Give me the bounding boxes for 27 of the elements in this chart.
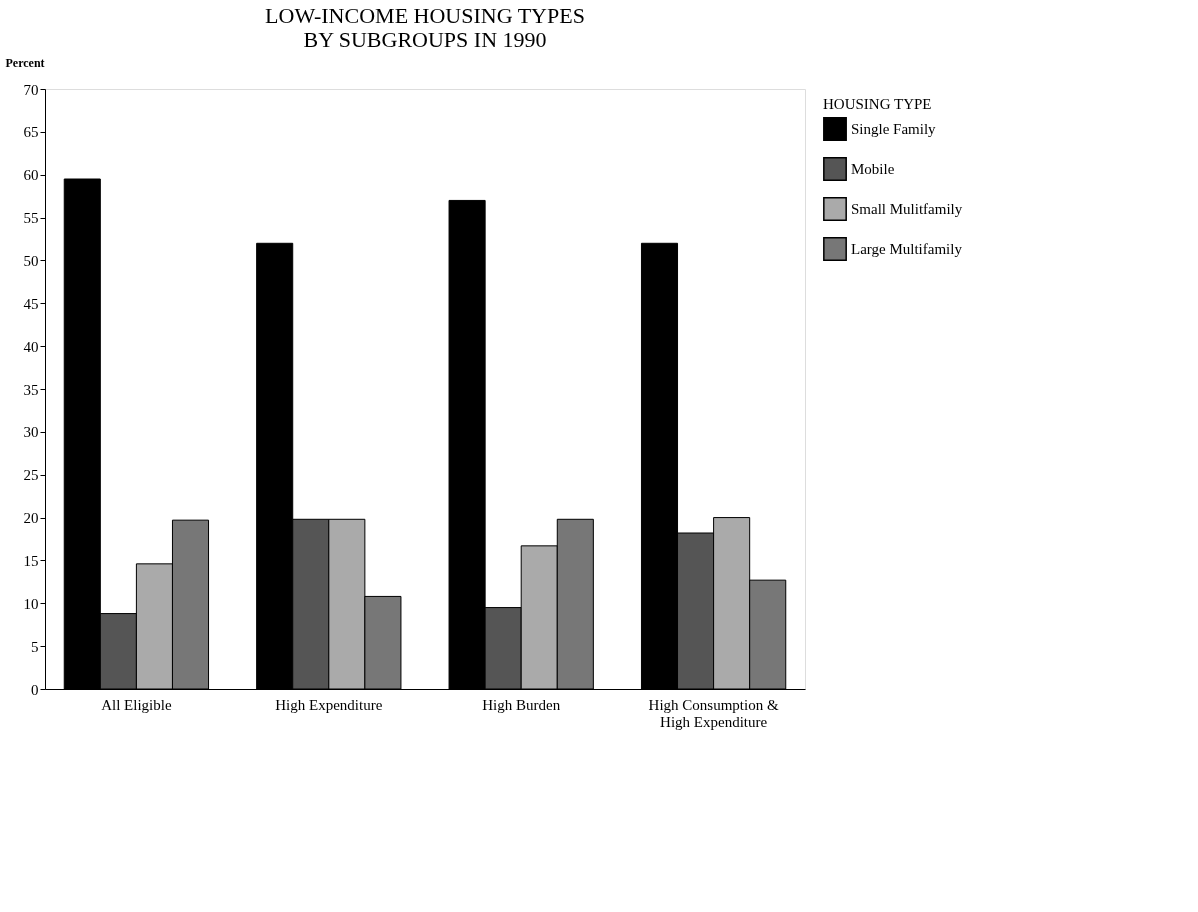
x-tick-label: High Expenditure	[275, 696, 383, 713]
y-tick-label: 5	[31, 638, 39, 655]
y-tick-label: 60	[23, 167, 39, 184]
y-tick-label: 15	[23, 552, 39, 569]
text: LOW-INCOME HOUSING TYPES	[265, 3, 585, 28]
y-tick-label: 40	[23, 338, 39, 355]
y-tick-label: 0	[31, 681, 39, 698]
y-tick-label: 70	[23, 81, 39, 98]
y-tick-label: 55	[23, 210, 39, 227]
legend-label: Large Multifamily	[851, 241, 963, 257]
y-tick-label: 65	[23, 124, 39, 141]
y-axis-title: Percent	[5, 55, 45, 70]
y-tick-label: 20	[23, 510, 39, 527]
legend-label: Small Mulitfamily	[851, 201, 963, 217]
text: BY SUBGROUPS IN 1990	[303, 27, 547, 52]
x-tick-label: High Burden	[482, 696, 561, 713]
y-tick-label: 10	[23, 595, 39, 612]
legend-title: HOUSING TYPE	[823, 96, 932, 112]
x-tick-label: All Eligible	[101, 696, 172, 713]
y-tick-label: 30	[23, 424, 39, 441]
legend-label: Mobile	[851, 161, 895, 177]
y-tick-label: 35	[23, 381, 39, 398]
y-tick-label: 50	[23, 252, 39, 269]
y-tick-label: 45	[23, 295, 39, 312]
legend-label: Single Family	[851, 121, 937, 137]
x-tick-label: High Consumption & High Expenditure	[648, 696, 779, 730]
y-tick-label: 25	[23, 467, 39, 484]
